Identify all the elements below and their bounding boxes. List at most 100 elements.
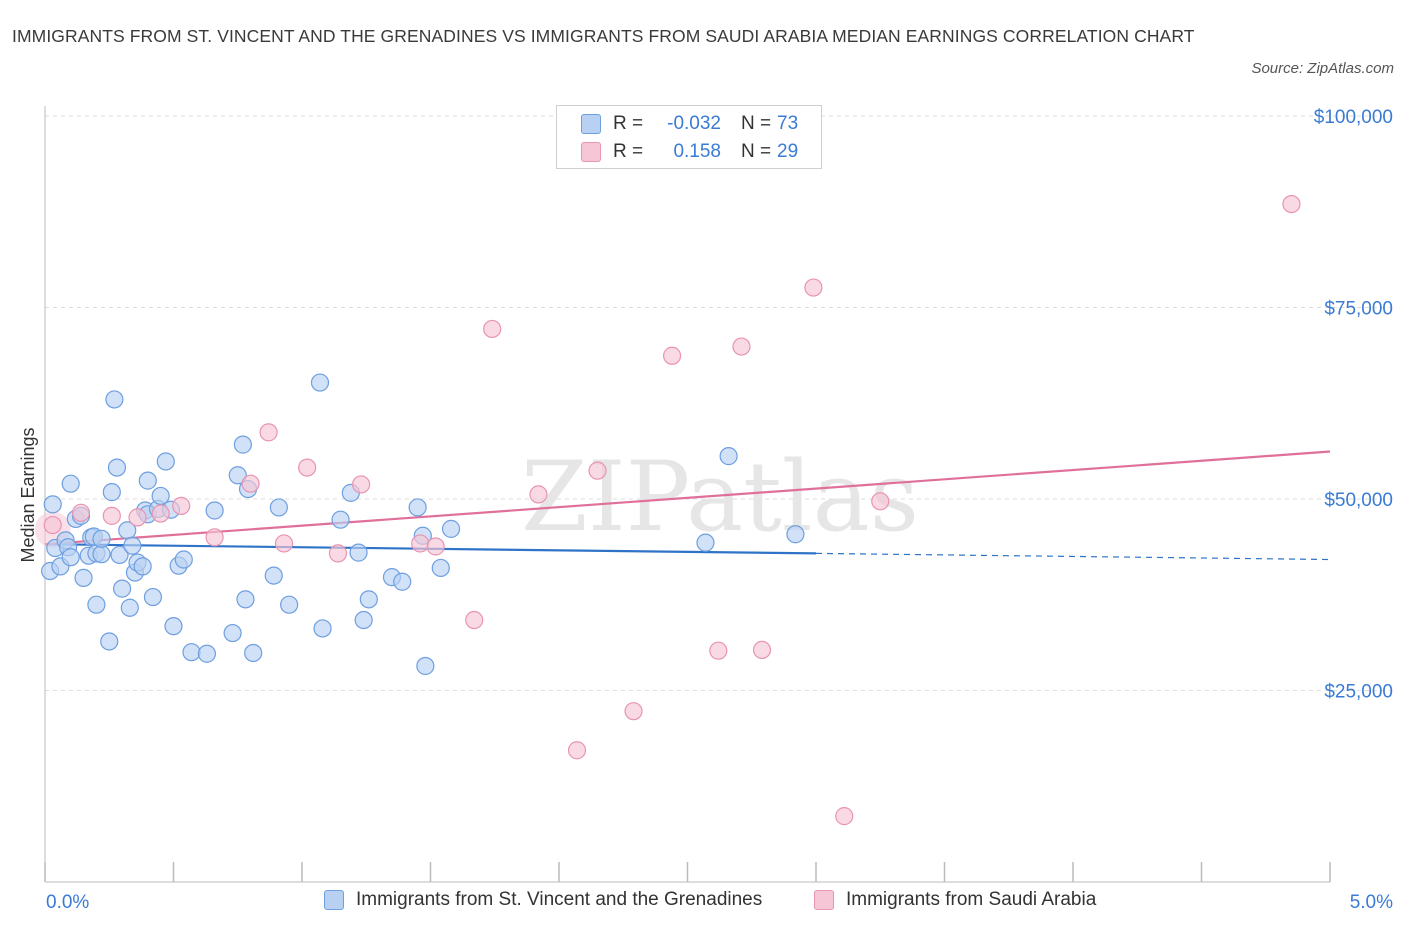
point-saudi-arabia bbox=[804, 278, 823, 297]
point-saudi-arabia bbox=[411, 534, 430, 553]
point-st-vincent bbox=[182, 643, 201, 662]
point-st-vincent bbox=[100, 632, 119, 651]
point-saudi-arabia bbox=[465, 610, 484, 630]
point-saudi-arabia bbox=[352, 475, 371, 494]
point-saudi-arabia bbox=[709, 641, 728, 660]
point-saudi-arabia bbox=[205, 528, 224, 547]
point-st-vincent bbox=[105, 390, 124, 409]
point-st-vincent bbox=[107, 458, 127, 477]
point-st-vincent bbox=[138, 471, 157, 490]
stats-legend-row-pink: R = 0.158 N = 29 bbox=[581, 140, 798, 164]
point-st-vincent bbox=[354, 610, 373, 630]
n-value: 29 bbox=[777, 141, 799, 162]
point-st-vincent bbox=[87, 595, 106, 614]
point-st-vincent bbox=[393, 572, 412, 591]
point-st-vincent bbox=[74, 568, 93, 587]
point-saudi-arabia bbox=[328, 544, 348, 563]
point-st-vincent bbox=[349, 543, 368, 562]
blue-swatch-icon bbox=[324, 890, 344, 910]
point-st-vincent bbox=[143, 587, 163, 607]
point-st-vincent bbox=[174, 550, 193, 569]
r-value: 0.158 bbox=[673, 141, 721, 162]
y-tick-label: $25,000 bbox=[1324, 682, 1393, 703]
x-tick-label: 5.0% bbox=[1350, 892, 1393, 913]
point-st-vincent bbox=[416, 656, 435, 676]
point-st-vincent bbox=[120, 598, 139, 617]
legend-label: Immigrants from St. Vincent and the Gren… bbox=[356, 889, 763, 910]
point-saudi-arabia bbox=[298, 458, 317, 477]
point-saudi-arabia bbox=[172, 496, 191, 515]
point-st-vincent bbox=[786, 525, 805, 544]
point-st-vincent bbox=[441, 519, 461, 538]
point-saudi-arabia bbox=[426, 537, 445, 556]
blue-swatch-icon bbox=[581, 114, 601, 134]
stats-legend-row-blue: R = -0.032 N = 73 bbox=[581, 112, 798, 136]
point-st-vincent bbox=[228, 466, 247, 485]
legend-label: Immigrants from Saudi Arabia bbox=[846, 889, 1097, 910]
point-st-vincent bbox=[310, 373, 330, 392]
point-saudi-arabia bbox=[567, 741, 587, 760]
point-saudi-arabia bbox=[624, 702, 643, 721]
point-saudi-arabia bbox=[483, 319, 502, 339]
legend-item-st-vincent: Immigrants from St. Vincent and the Gren… bbox=[324, 889, 762, 911]
point-st-vincent bbox=[244, 643, 263, 663]
source-label: Source: ZipAtlas.com bbox=[1251, 60, 1394, 77]
point-st-vincent bbox=[233, 435, 252, 454]
point-st-vincent bbox=[313, 619, 332, 638]
chart-title: IMMIGRANTS FROM ST. VINCENT AND THE GREN… bbox=[12, 26, 1195, 46]
point-st-vincent bbox=[223, 623, 242, 643]
n-label: N = bbox=[741, 141, 772, 162]
y-axis-label: Median Earnings bbox=[18, 427, 38, 562]
point-saudi-arabia bbox=[43, 515, 62, 535]
x-tick-label: 0.0% bbox=[46, 892, 89, 913]
legend-item-saudi-arabia: Immigrants from Saudi Arabia bbox=[814, 889, 1096, 911]
point-st-vincent bbox=[719, 447, 738, 466]
n-label: N = bbox=[741, 113, 772, 134]
point-st-vincent bbox=[236, 590, 255, 609]
point-st-vincent bbox=[269, 498, 288, 517]
r-label: R = bbox=[613, 113, 644, 134]
y-tick-label: $50,000 bbox=[1324, 490, 1393, 511]
point-st-vincent bbox=[359, 590, 378, 609]
point-st-vincent bbox=[696, 533, 715, 552]
point-saudi-arabia bbox=[71, 503, 91, 522]
trend-line-st-vincent-extension bbox=[815, 552, 1331, 561]
r-label: R = bbox=[613, 141, 644, 162]
point-saudi-arabia bbox=[662, 346, 682, 365]
point-saudi-arabia bbox=[752, 640, 772, 660]
point-st-vincent bbox=[151, 486, 170, 506]
point-saudi-arabia bbox=[529, 485, 548, 504]
pink-swatch-icon bbox=[581, 142, 601, 162]
point-saudi-arabia bbox=[151, 504, 170, 523]
point-st-vincent bbox=[61, 474, 80, 493]
point-st-vincent bbox=[264, 566, 283, 585]
y-tick-label: $75,000 bbox=[1324, 299, 1393, 320]
point-saudi-arabia bbox=[128, 508, 147, 527]
pink-swatch-icon bbox=[814, 890, 834, 910]
point-st-vincent bbox=[408, 498, 427, 517]
point-st-vincent bbox=[431, 558, 450, 578]
point-st-vincent bbox=[280, 595, 299, 614]
point-saudi-arabia bbox=[1282, 194, 1301, 214]
point-st-vincent bbox=[92, 529, 111, 548]
point-st-vincent bbox=[61, 548, 80, 567]
point-st-vincent bbox=[133, 557, 152, 576]
point-st-vincent bbox=[205, 501, 224, 520]
point-st-vincent bbox=[102, 483, 121, 502]
point-saudi-arabia bbox=[259, 423, 278, 442]
point-saudi-arabia bbox=[274, 534, 294, 553]
point-st-vincent bbox=[123, 536, 142, 555]
point-saudi-arabia bbox=[241, 474, 260, 493]
point-st-vincent bbox=[110, 545, 129, 565]
point-st-vincent bbox=[156, 452, 175, 471]
r-value: -0.032 bbox=[667, 113, 721, 134]
point-saudi-arabia bbox=[732, 337, 751, 356]
watermark: ZIPatlas bbox=[521, 441, 919, 553]
point-saudi-arabia bbox=[871, 492, 890, 511]
n-value: 73 bbox=[777, 113, 799, 134]
point-st-vincent bbox=[112, 579, 132, 598]
point-st-vincent bbox=[331, 510, 350, 529]
point-saudi-arabia bbox=[102, 506, 121, 525]
point-saudi-arabia bbox=[588, 461, 607, 480]
